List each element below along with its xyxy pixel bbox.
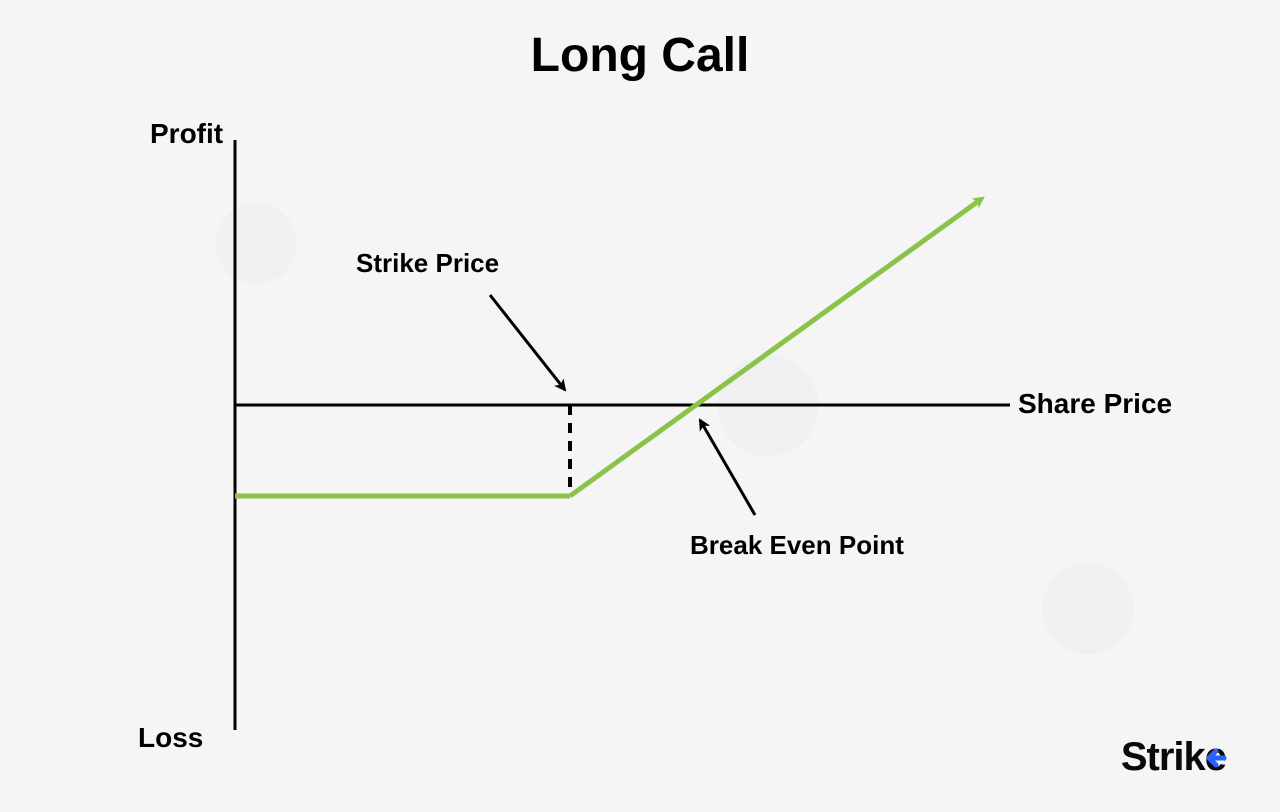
- breakeven-arrow: [700, 420, 755, 515]
- strike-price-arrow: [490, 295, 565, 390]
- break-even-label: Break Even Point: [690, 530, 904, 561]
- brand-arrow-icon: [1204, 744, 1232, 772]
- loss-label: Loss: [138, 722, 203, 754]
- payoff-rising-segment: [570, 200, 980, 496]
- strike-price-label: Strike Price: [356, 248, 499, 279]
- share-price-label: Share Price: [1018, 388, 1172, 420]
- chart-canvas: Long Call Profit Loss Share Price Strike…: [0, 0, 1280, 812]
- brand-logo: Strike: [1121, 735, 1232, 780]
- profit-label: Profit: [150, 118, 223, 150]
